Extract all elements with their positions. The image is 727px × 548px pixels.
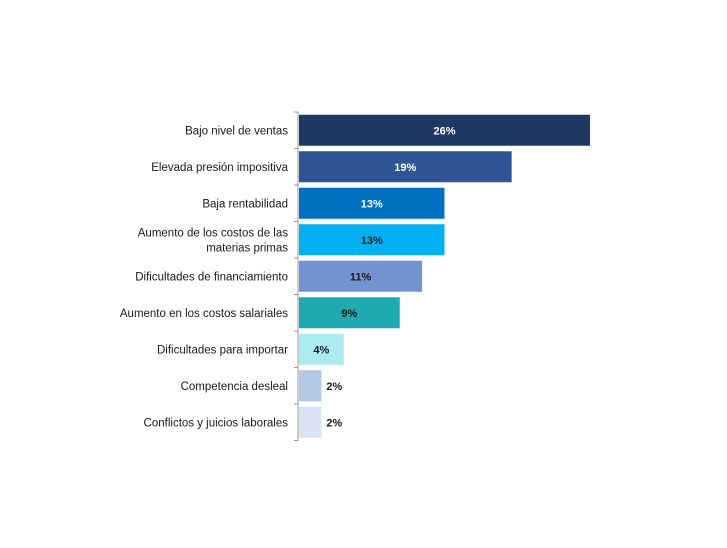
bar — [299, 333, 344, 365]
category-label: Aumento en los costos salariales — [120, 308, 288, 320]
bar — [299, 297, 400, 329]
value-label: 2% — [326, 417, 342, 429]
value-label: 13% — [361, 198, 383, 210]
category-label: Conflictos y juicios laborales — [144, 417, 289, 429]
bar — [299, 151, 512, 183]
bar — [299, 224, 445, 256]
bars-group: Bajo nivel de ventas 26% Elevada presión i… — [120, 111, 590, 441]
value-label: 19% — [394, 162, 416, 174]
bar — [299, 114, 590, 146]
category-label: Bajo nivel de ventas — [185, 125, 288, 137]
bar — [299, 370, 322, 402]
category-label: Baja rentabilidad — [202, 198, 288, 210]
value-label: 26% — [433, 125, 455, 137]
category-label: Competencia desleal — [181, 381, 288, 393]
category-label: Dificultades de financiamiento — [135, 271, 288, 283]
bar — [299, 406, 322, 438]
category-label: Elevada presión impositiva — [151, 162, 288, 174]
value-label: 13% — [361, 235, 383, 247]
bar — [299, 260, 423, 292]
bar — [299, 187, 445, 219]
value-label: 2% — [326, 381, 342, 393]
value-label: 4% — [313, 344, 329, 356]
category-label: Dificultades para importar — [157, 344, 288, 356]
category-label: Aumento de los costos de las materias pri… — [138, 227, 288, 254]
value-label: 11% — [350, 271, 372, 283]
value-label: 9% — [341, 308, 357, 320]
